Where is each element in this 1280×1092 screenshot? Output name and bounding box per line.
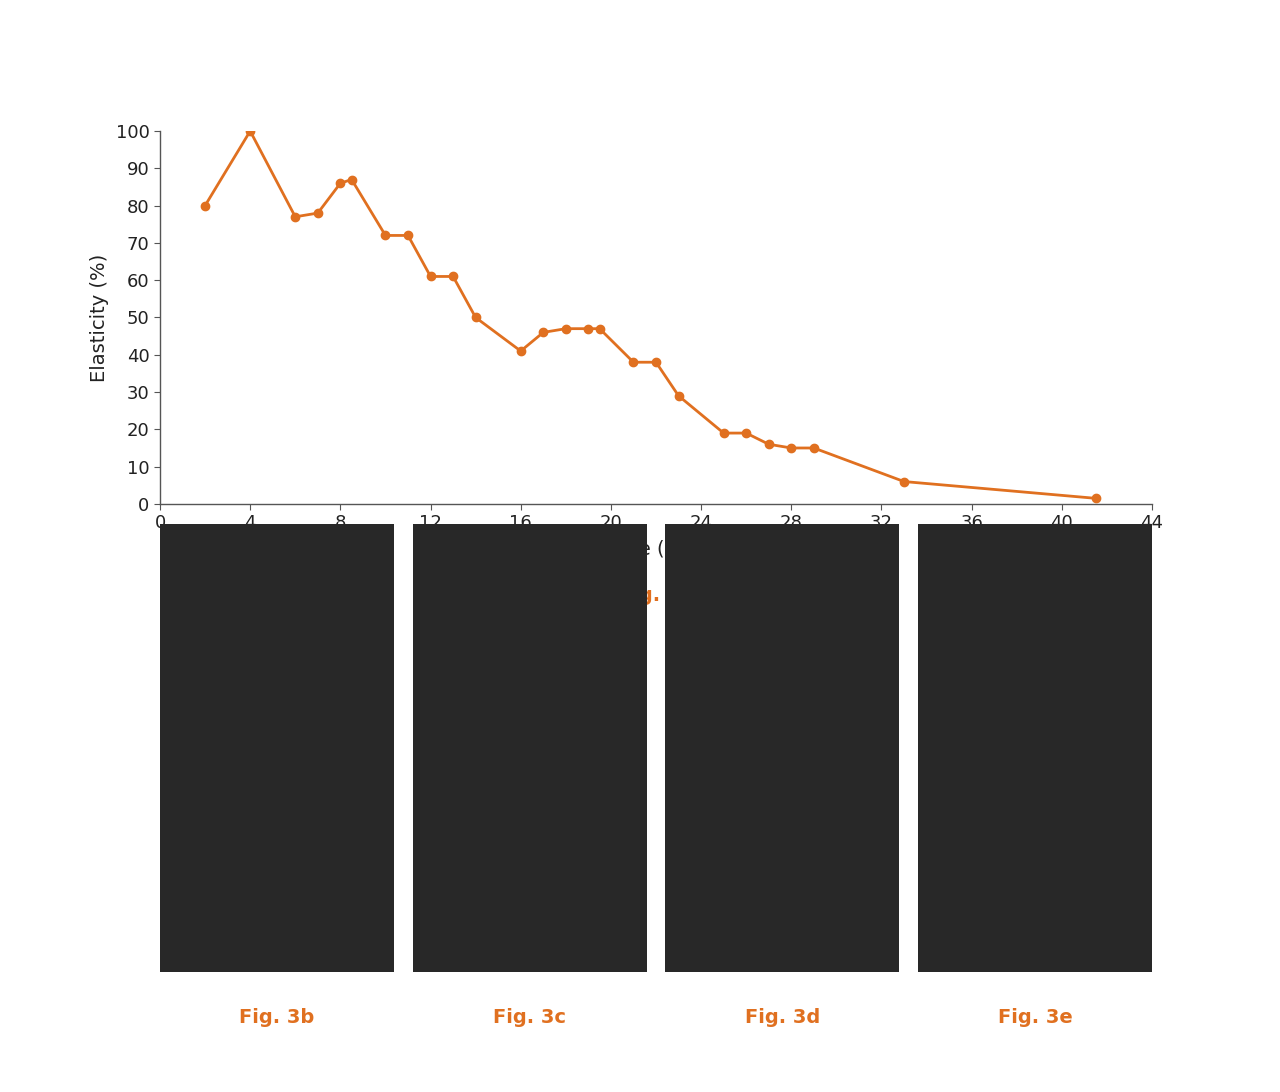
Text: Fig. 3d: Fig. 3d: [745, 1008, 820, 1026]
Text: Fig. 3e: Fig. 3e: [997, 1008, 1073, 1026]
Text: Fig. 3a: Fig. 3a: [618, 586, 694, 605]
Text: Fig. 3b: Fig. 3b: [239, 1008, 315, 1026]
X-axis label: Time (wks): Time (wks): [603, 539, 709, 558]
Y-axis label: Elasticity (%): Elasticity (%): [90, 253, 109, 381]
Text: Fig. 3c: Fig. 3c: [493, 1008, 566, 1026]
